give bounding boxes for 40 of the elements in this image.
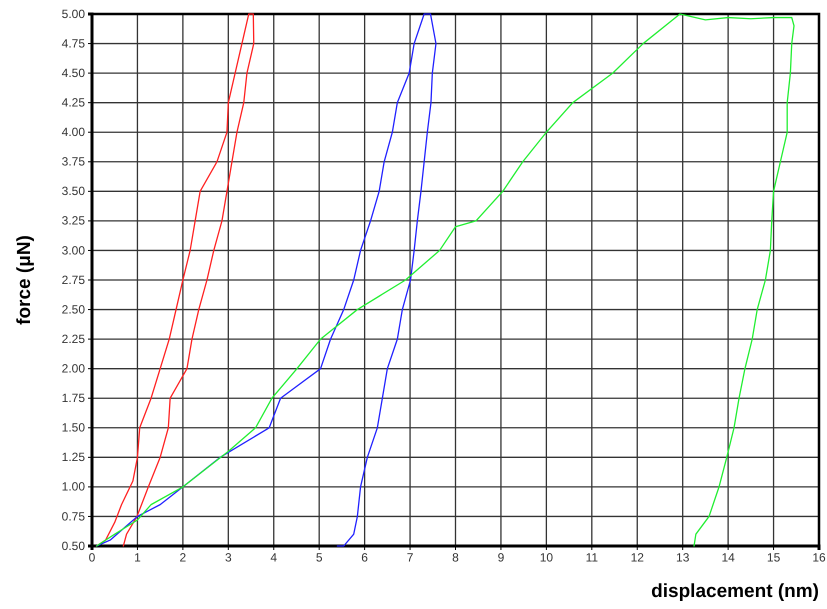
y-tick-label: 4.75 <box>62 36 86 50</box>
y-tick-label: 1.75 <box>62 391 86 406</box>
x-tick-label: 10 <box>540 550 554 565</box>
x-tick-label: 3 <box>224 550 232 565</box>
y-tick-label: 3.00 <box>62 243 86 258</box>
x-axis-title: displacement (nm) <box>651 581 819 602</box>
y-tick-label: 1.50 <box>62 420 86 435</box>
x-tick-label: 9 <box>498 550 505 565</box>
y-tick-label: 2.50 <box>62 302 86 316</box>
y-tick-label: 0.75 <box>62 509 86 524</box>
x-tick-label: 4 <box>270 550 278 565</box>
y-tick-label: 4.25 <box>62 96 86 110</box>
y-tick-label: 3.50 <box>62 184 86 198</box>
x-tick-label: 8 <box>452 550 460 565</box>
line-series <box>96 13 437 547</box>
x-tick-label: 2 <box>180 550 187 565</box>
x-tick-label: 5 <box>316 550 323 565</box>
y-tick-label: 3.25 <box>62 214 86 228</box>
x-tick-label: 14 <box>721 550 736 565</box>
y-tick-label: 4.00 <box>62 125 86 140</box>
y-tick-label: 0.50 <box>62 538 86 553</box>
y-axis-title: force (μN) <box>14 235 35 325</box>
y-tick-label: 1.00 <box>62 480 86 494</box>
y-tick-label: 3.75 <box>62 154 86 169</box>
x-tick-label: 16 <box>812 550 826 565</box>
y-tick-label: 1.25 <box>62 450 86 464</box>
y-tick-label: 2.00 <box>62 362 86 376</box>
y-tick-label: 5.00 <box>62 6 86 21</box>
x-tick-label: 15 <box>766 550 781 565</box>
line-series <box>96 13 795 547</box>
y-tick-label: 4.50 <box>62 66 86 80</box>
x-tick-label: 11 <box>586 550 598 565</box>
y-tick-label: 2.75 <box>62 272 86 287</box>
x-tick-label: 13 <box>676 550 690 565</box>
x-tick-label: 1 <box>134 550 142 565</box>
x-tick-label: 0 <box>88 550 96 565</box>
x-tick-label: 7 <box>406 550 414 565</box>
x-tick-label: 6 <box>361 550 368 565</box>
x-tick-label: 12 <box>630 550 644 565</box>
y-tick-label: 2.25 <box>62 332 86 346</box>
